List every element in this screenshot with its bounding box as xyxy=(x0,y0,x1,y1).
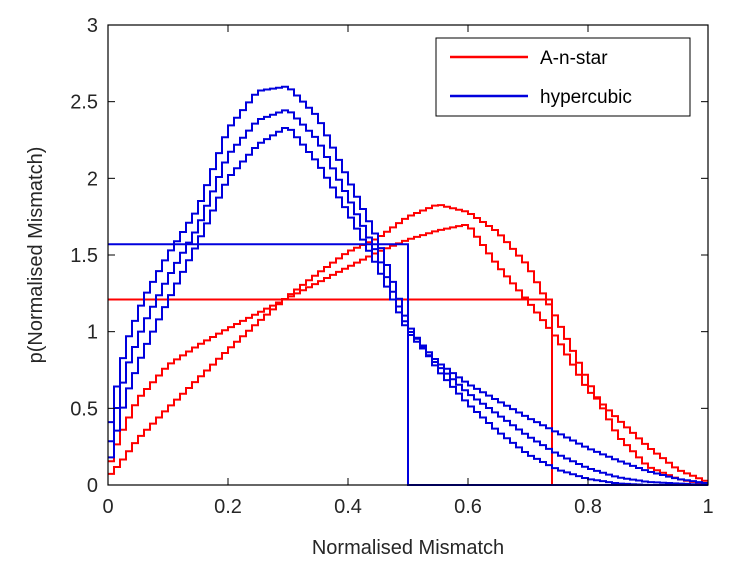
legend-label-a-n-star: A-n-star xyxy=(540,48,608,69)
x-tick-label: 0.8 xyxy=(574,496,602,518)
legend-label-hypercubic: hypercubic xyxy=(540,87,632,108)
y-axis-label: p(Normalised Mismatch) xyxy=(25,147,47,364)
y-tick-label: 0 xyxy=(87,475,98,497)
series-line-a-n-star-1 xyxy=(108,204,708,486)
series-line-hypercubic-3 xyxy=(108,243,708,486)
x-tick-label: 0 xyxy=(102,496,113,518)
x-tick-label: 0.6 xyxy=(454,496,482,518)
legend: A-n-star hypercubic xyxy=(435,37,691,117)
series-line-a-n-star-2 xyxy=(108,223,708,482)
x-tick-label: 0.4 xyxy=(334,496,362,518)
series-line-hypercubic-4 xyxy=(108,85,708,486)
ticks-layer: 0 0.2 0.4 0.6 0.8 1 0 0.5 1 1.5 2 2.5 3 xyxy=(70,15,713,518)
y-tick-label: 1.5 xyxy=(70,245,98,267)
series-layer xyxy=(108,85,708,486)
y-tick-label: 2.5 xyxy=(70,92,98,114)
series-line-hypercubic-6 xyxy=(108,109,708,485)
x-axis-label: Normalised Mismatch xyxy=(312,537,504,559)
x-tick-label: 1 xyxy=(702,496,713,518)
y-tick-label: 3 xyxy=(87,15,98,37)
y-tick-label: 0.5 xyxy=(70,398,98,420)
y-tick-label: 1 xyxy=(87,322,98,344)
y-tick-label: 2 xyxy=(87,168,98,190)
x-tick-label: 0.2 xyxy=(214,496,242,518)
legend-box xyxy=(435,37,691,117)
